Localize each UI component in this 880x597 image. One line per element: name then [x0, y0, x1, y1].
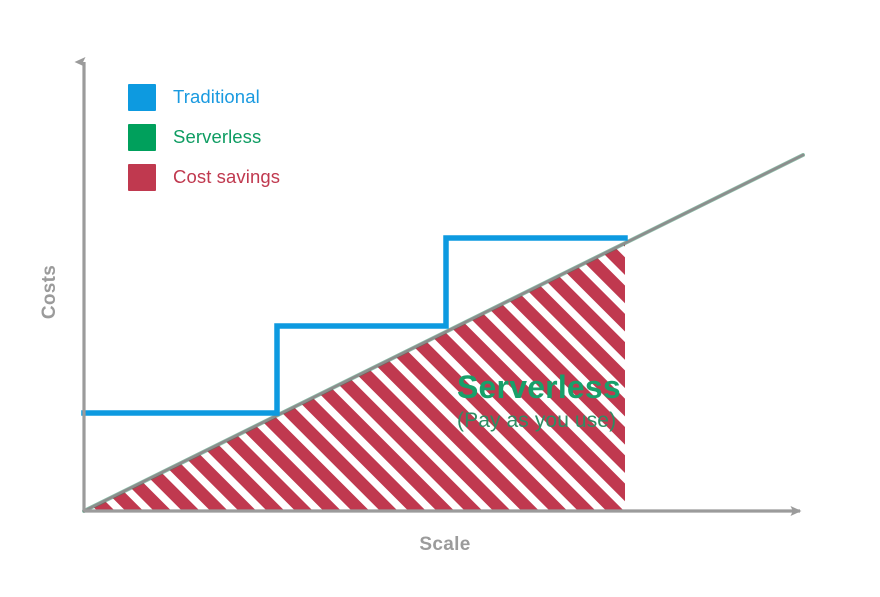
legend-item-serverless[interactable]: Serverless: [128, 124, 280, 151]
legend-swatch-traditional: [128, 84, 156, 111]
traditional-step-line: [81, 235, 628, 416]
legend-item-cost-savings[interactable]: Cost savings: [128, 164, 280, 191]
serverless-line: [82, 153, 805, 513]
serverless-annotation-title: Serverless: [457, 369, 621, 405]
legend-label-traditional: Traditional: [173, 86, 260, 108]
serverless-annotation-subtitle: (Pay as you use): [457, 408, 617, 432]
y-axis-title: Costs: [39, 264, 60, 320]
legend-swatch-cost-savings: [128, 164, 156, 191]
legend-label-cost-savings: Cost savings: [173, 166, 281, 188]
x-axis-title: Scale: [419, 534, 471, 555]
legend-item-traditional[interactable]: Traditional: [128, 84, 280, 111]
serverless-annotation: Serverless (Pay as you use): [457, 369, 621, 436]
legend-label-serverless: Serverless: [173, 126, 262, 148]
legend-swatch-serverless: [128, 124, 156, 151]
chart-legend: Traditional Serverless Cost savings: [128, 84, 280, 191]
